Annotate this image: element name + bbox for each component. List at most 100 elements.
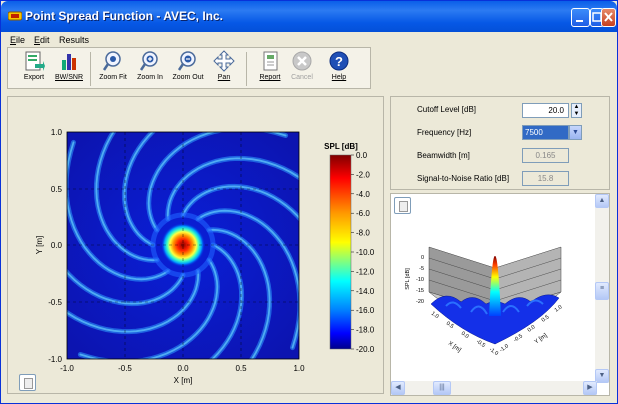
y-axis-label: Y [m] [35,236,44,255]
plot-frame [66,131,300,360]
close-button[interactable] [601,8,616,27]
zoom-in-icon [139,51,158,71]
z-tick-label: -5 [419,266,424,272]
psf-heatmap-panel: 1.0 0.5 0.0 -0.5 -1.0 -1.0 -0.5 0.0 0.5 … [7,96,384,394]
x-axis-label: X [m] [174,376,193,385]
x-tick-label: 0.5 [445,321,455,330]
colorbar-tick-label: -8.0 [356,229,370,238]
sidelobe-arm [211,244,243,359]
y-tick-label: 0.0 [51,241,63,250]
zoom-fit-icon [102,51,121,71]
colorbar-tick-label: -6.0 [356,209,370,218]
sidelobe-arm [197,209,299,349]
y-tick-label: -0.5 [48,298,62,307]
z-tick-label: -10 [416,277,424,283]
x-axis-label: X [m] [447,341,462,354]
report-icon [263,51,278,71]
cutoff-label: Cutoff Level [dB] [417,105,476,114]
scroll-down-button[interactable]: ▼ [595,369,609,383]
sidelobe-arm [67,141,169,281]
x-tick-label: 0.5 [235,364,247,373]
scroll-up-button[interactable]: ▲ [595,194,609,208]
y-tick-label: 1.0 [554,304,564,313]
colorbar-tick-label: 0.0 [356,151,368,160]
export-button[interactable]: Export [18,50,50,88]
horizontal-scrollbar[interactable]: ◀ ||| ▶ [391,381,597,395]
colorbar-tick-label: -4.0 [356,190,370,199]
sidelobe-arms [67,132,299,359]
sidelobe-arm [147,132,287,231]
report-button[interactable]: Report [254,50,286,88]
zoom-in-button[interactable]: Zoom In [134,50,166,88]
colorbar-title: SPL [dB] [324,142,358,151]
menu-file[interactable]: Eile [10,35,26,45]
help-button[interactable]: ? Help [323,50,355,88]
title-bar[interactable]: Point Spread Function - AVEC, Inc. [1,1,617,32]
surface-grid [428,257,562,302]
z-axis-label: SPL [dB] [405,268,411,290]
colorbar [329,154,352,350]
psf-surface-plot[interactable]: 0 -5 -10 -15 -20 SPL [dB] 1.0 0.5 0.0 -0… [391,194,597,383]
surface-sidelobes [430,294,560,345]
toolbar-separator [90,52,91,86]
bwsnr-button[interactable]: BW/SNR [53,50,85,88]
cancel-icon [292,51,312,71]
zoom-out-button[interactable]: Zoom Out [172,50,204,88]
parameters-panel: Cutoff Level [dB] 20.0 ▲ ▼ Frequency [Hz]… [390,96,610,190]
menu-results[interactable]: Results [59,35,90,45]
pan-button[interactable]: Pan [208,50,240,88]
cutoff-spinner[interactable]: ▲ ▼ [571,103,582,118]
frequency-label: Frequency [Hz] [417,128,472,137]
x-tick-label: 1.0 [293,364,305,373]
frequency-select[interactable]: 7500 [522,125,569,140]
psf-heatmap[interactable]: 1.0 0.5 0.0 -0.5 -1.0 -1.0 -0.5 0.0 0.5 … [8,97,385,395]
y-tick-label: 0.5 [541,314,551,323]
colorbar-tick-label: -18.0 [356,326,375,335]
copy-plot-button[interactable] [19,374,36,391]
minimize-icon [576,20,583,22]
cutoff-input[interactable]: 20.0 [522,103,569,118]
chevron-down-icon[interactable]: ▼ [569,125,582,140]
scroll-thumb-horizontal[interactable]: ||| [433,381,451,395]
colorbar-tick-label: -10.0 [356,248,375,257]
scroll-right-button[interactable]: ▶ [583,381,597,395]
colorbar-tick-label: -2.0 [356,170,370,179]
sidelobe-arm [166,157,299,220]
x-tick-label: 1.0 [430,311,440,320]
y-tick-label: -0.5 [513,333,524,343]
sidelobe-arm [95,132,158,262]
snr-label: Signal-to-Noise Ratio [dB] [417,174,510,183]
copy-surface-button[interactable] [394,197,411,214]
colorbar-tick-label: -14.0 [356,287,375,296]
scroll-left-button[interactable]: ◀ [391,381,405,395]
surface-main-peak [489,255,501,316]
pan-icon [213,50,235,72]
toolbar-separator [246,52,247,86]
beamwidth-value: 0.165 [522,148,569,163]
x-tick-label: -1.0 [60,364,74,373]
y-axis-label: Y [m] [534,333,549,346]
z-tick-label: 0 [421,255,424,261]
cancel-button[interactable]: Cancel [286,50,318,88]
y-tick-label: -1.0 [499,343,510,353]
x-tick-label: -0.5 [475,339,486,349]
sidelobe-arm [208,228,271,359]
y-tick-label: 0.0 [527,324,537,333]
help-icon: ? [329,51,349,71]
minimize-button[interactable] [571,8,590,27]
scroll-thumb[interactable]: ≡ [595,282,609,300]
menu-edit[interactable]: Edit [34,35,50,45]
sidelobe-arm [79,259,219,359]
toolbar: Export BW/SNR Zoom Fit Zoom In Zoom Out … [7,47,371,89]
surface-ripples [445,299,544,315]
app-icon [8,11,22,21]
sidelobe-arm [67,270,200,333]
y-tick-label: 1.0 [51,128,63,137]
beamwidth-label: Beamwidth [m] [417,151,470,160]
zoom-fit-button[interactable]: Zoom Fit [97,50,129,88]
vertical-scrollbar[interactable]: ▲ ≡ ▼ [595,194,609,383]
colorbar-tick-label: -20.0 [356,345,375,354]
window-title: Point Spread Function - AVEC, Inc. [25,9,224,23]
z-tick-label: -15 [416,288,424,294]
